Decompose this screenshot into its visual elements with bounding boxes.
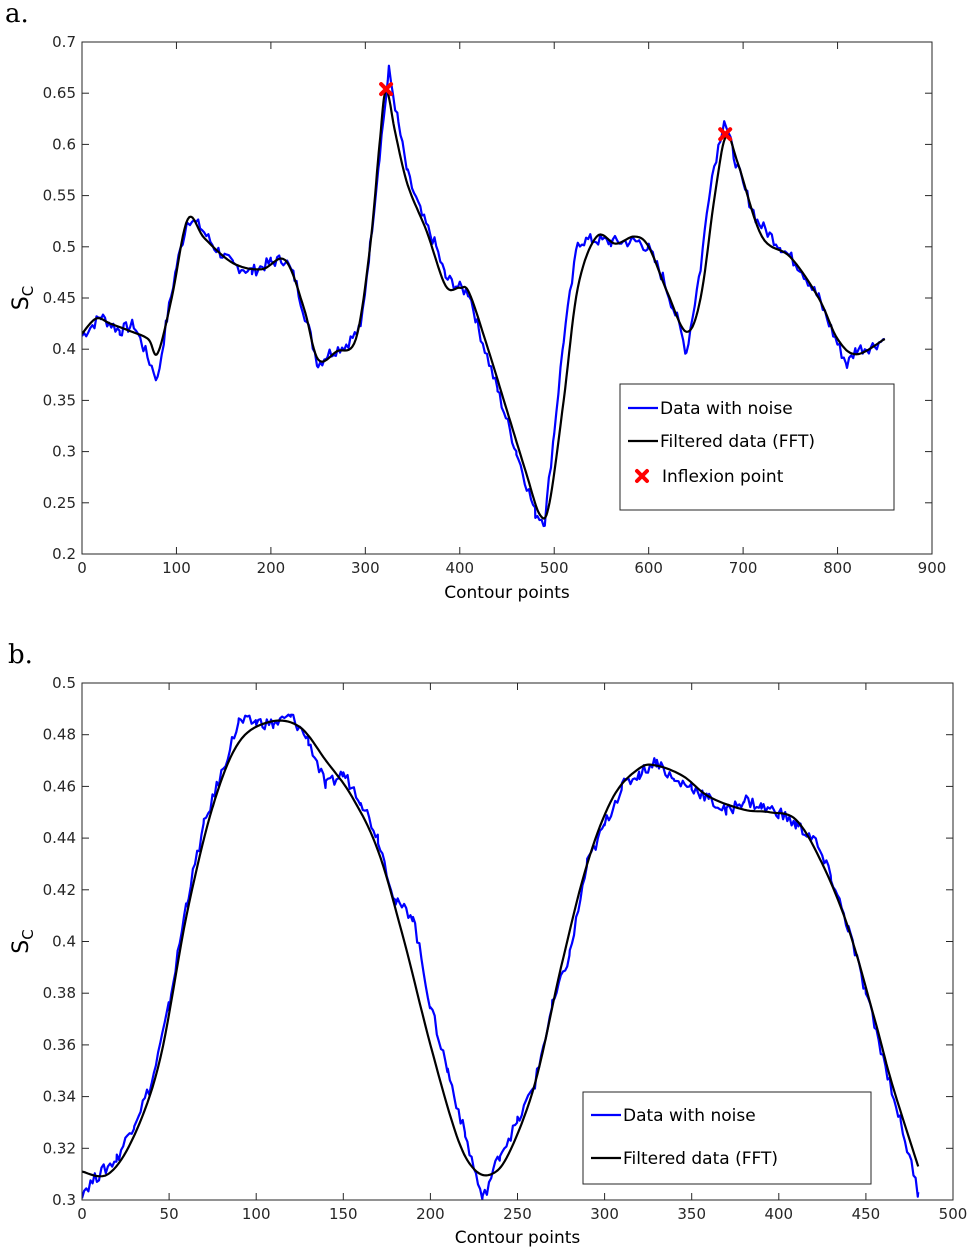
panel-label: b. (8, 640, 33, 670)
x-tick-label: 700 (729, 559, 758, 577)
legend-label: Data with noise (623, 1106, 756, 1126)
y-tick-label: 0.55 (43, 187, 76, 205)
y-axis-label: SC (9, 929, 37, 953)
x-tick-label: 100 (242, 1205, 271, 1223)
y-axis-label-main: S (9, 296, 34, 310)
x-tick-label: 600 (634, 559, 663, 577)
y-axis-label: SC (9, 286, 37, 310)
x-tick-label: 200 (416, 1205, 445, 1223)
inflexion-point-marker (718, 127, 733, 142)
y-tick-label: 0.5 (52, 238, 76, 256)
legend-label: Filtered data (FFT) (660, 432, 815, 452)
x-tick-label: 0 (77, 559, 87, 577)
legend-item: Filtered data (FFT) (591, 1149, 778, 1169)
y-axis-label-subscript: C (19, 286, 37, 296)
y-tick-label: 0.4 (52, 340, 76, 358)
panel-a: a. 0 100 200 300 400 500 600 700 800 900 0.2 0.25 0.3… (5, 0, 946, 603)
x-tick-label: 50 (160, 1205, 179, 1223)
marker-x (718, 127, 733, 142)
y-tick-label: 0.46 (43, 777, 76, 795)
x-tick-label: 800 (823, 559, 852, 577)
panel-b: b. 0 50 100 150 200 250 300 350 400 450 500 0.3 0.32 0… (8, 640, 967, 1248)
y-tick-label: 0.34 (43, 1088, 76, 1106)
y-tick-label: 0.4 (52, 933, 76, 951)
legend-marker-x (635, 469, 649, 483)
y-tick-label: 0.6 (52, 135, 76, 153)
y-tick-label: 0.44 (43, 829, 76, 847)
legend: Data with noise Filtered data (FFT) (582, 1091, 872, 1185)
x-tick-label: 450 (852, 1205, 881, 1223)
y-tick-label: 0.36 (43, 1036, 76, 1054)
legend-item: Filtered data (FFT) (628, 432, 815, 452)
x-tick-label: 300 (351, 559, 380, 577)
y-tick-label: 0.3 (52, 1191, 76, 1209)
legend-box (582, 1091, 872, 1185)
y-tick-label: 0.2 (52, 545, 76, 563)
y-axis-label-main: S (9, 940, 34, 954)
y-tick-label: 0.7 (52, 33, 76, 51)
y-tick-label: 0.45 (43, 289, 76, 307)
x-tick-label: 200 (257, 559, 286, 577)
legend-item: Data with noise (591, 1106, 756, 1126)
y-tick-label: 0.32 (43, 1139, 76, 1157)
y-tick-label: 0.48 (43, 726, 76, 744)
x-tick-label: 150 (329, 1205, 358, 1223)
y-tick-label: 0.42 (43, 881, 76, 899)
x-axis-label: Contour points (444, 583, 570, 603)
y-tick-label: 0.65 (43, 84, 76, 102)
x-tick-label: 400 (445, 559, 474, 577)
series-filtered-line (82, 719, 920, 1178)
x-tick-label: 900 (918, 559, 947, 577)
x-tick-label: 300 (590, 1205, 619, 1223)
legend-box (619, 383, 895, 511)
x-tick-label: 400 (764, 1205, 793, 1223)
x-tick-label: 100 (162, 559, 191, 577)
x-tick-label: 350 (677, 1205, 706, 1223)
legend-label: Filtered data (FFT) (623, 1149, 778, 1169)
inflexion-point-marker (379, 82, 394, 97)
legend-label: Data with noise (660, 399, 793, 419)
marker-x (379, 82, 394, 97)
x-tick-label: 500 (939, 1205, 968, 1223)
y-tick-label: 0.3 (52, 443, 76, 461)
panel-label: a. (5, 0, 29, 29)
y-tick-label: 0.38 (43, 984, 76, 1002)
legend: Data with noise Filtered data (FFT) Inflex… (619, 383, 895, 511)
series-group (82, 64, 886, 528)
x-axis-label: Contour points (455, 1228, 581, 1248)
legend-item: Data with noise (628, 399, 793, 419)
y-axis-label-subscript: C (19, 929, 37, 939)
series-group (82, 713, 920, 1200)
x-tick-label: 500 (540, 559, 569, 577)
y-tick-label: 0.5 (52, 674, 76, 692)
series-filtered-line (82, 89, 886, 520)
y-tick-label: 0.35 (43, 391, 76, 409)
legend-item: Inflexion point (635, 467, 784, 487)
legend-label: Inflexion point (662, 467, 784, 487)
y-tick-label: 0.25 (43, 494, 76, 512)
x-tick-label: 0 (77, 1205, 87, 1223)
x-tick-label: 250 (503, 1205, 532, 1223)
